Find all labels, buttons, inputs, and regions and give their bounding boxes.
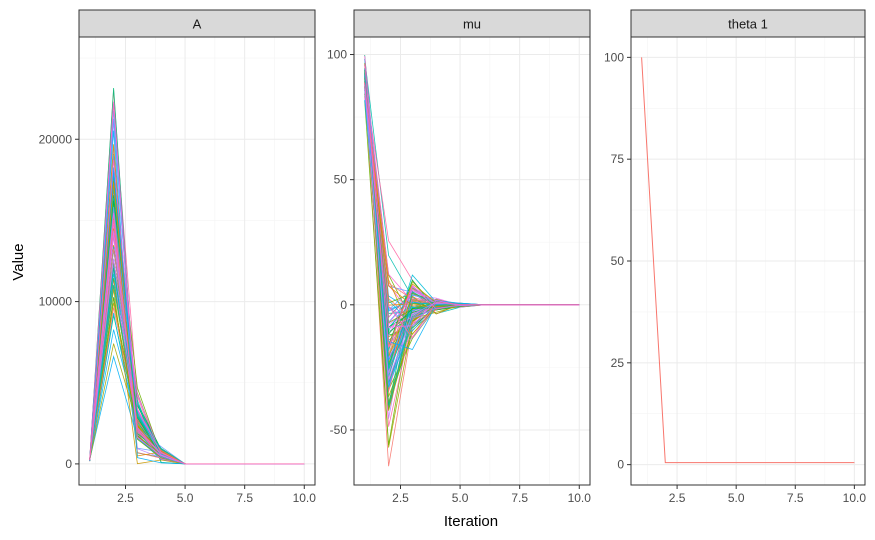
- x-tick-label: 2.5: [117, 491, 134, 505]
- facet-panel-a: A 2.5 5.0 7.5 10.0 0 10000 20000: [39, 9, 317, 505]
- panel-border-mu: [353, 36, 591, 486]
- x-tick-label: 5.0: [177, 491, 194, 505]
- series-lines-mu: [364, 54, 580, 467]
- x-tick-label: 10.0: [293, 491, 317, 505]
- y-tick-label: 0: [340, 298, 347, 312]
- y-axis-title: Value: [10, 243, 27, 280]
- x-tick-label: 7.5: [787, 491, 804, 505]
- series-line: [364, 82, 580, 339]
- facet-strip-label-a: A: [193, 17, 202, 32]
- x-tick-label: 7.5: [236, 491, 253, 505]
- facet-strip-label-theta-1: theta 1: [728, 17, 768, 32]
- y-tick-label: -50: [330, 423, 348, 437]
- facet-strip-label-mu: mu: [463, 17, 481, 32]
- series-line: [89, 219, 305, 465]
- panel-border-a: [78, 36, 316, 486]
- facet-strip-a: [78, 9, 316, 38]
- x-axis-title: Iteration: [444, 513, 498, 530]
- facet-strip-theta-1: [630, 9, 866, 38]
- x-tick-label: 5.0: [452, 491, 469, 505]
- y-tick-label: 0: [617, 458, 624, 472]
- y-tick-label: 20000: [39, 132, 73, 146]
- y-tick-label: 75: [611, 152, 625, 166]
- y-tick-label: 50: [334, 173, 348, 187]
- facet-strip-mu: [353, 9, 591, 38]
- x-tick-label: 2.5: [669, 491, 686, 505]
- y-tick-label: 10000: [39, 295, 73, 309]
- facet-panel-mu: mu 2.5 5.0 7.5 10.0 -50 0 50 100: [327, 9, 592, 505]
- x-tick-label: 5.0: [728, 491, 745, 505]
- y-tick-label: 100: [327, 48, 347, 62]
- series-lines-a: [89, 87, 305, 465]
- y-tick-label: 100: [604, 50, 624, 64]
- series-lines-theta-1: [641, 57, 855, 464]
- x-tick-label: 10.0: [843, 491, 867, 505]
- x-tick-label: 2.5: [392, 491, 409, 505]
- x-tick-label: 10.0: [568, 491, 592, 505]
- y-tick-label: 0: [65, 457, 72, 471]
- facet-panel-theta-1: theta 1 2.5 5.0 7.5 10.0 0 25 50 75 100: [604, 9, 867, 505]
- series-line: [641, 57, 855, 464]
- y-tick-label: 25: [611, 356, 625, 370]
- y-tick-label: 50: [611, 254, 625, 268]
- x-tick-label: 7.5: [511, 491, 528, 505]
- panel-background-mu: [354, 37, 590, 485]
